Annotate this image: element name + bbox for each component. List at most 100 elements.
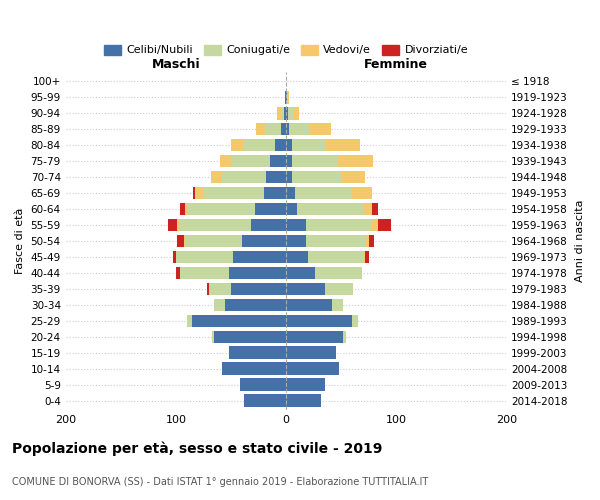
Bar (242, 234, 286, 247)
Bar (207, 282, 209, 295)
Bar (363, 250, 365, 263)
Bar (286, 330, 343, 343)
Bar (352, 314, 358, 327)
Bar (287, 91, 288, 104)
Bar (185, 203, 187, 215)
Bar (315, 266, 361, 279)
Bar (209, 282, 231, 295)
Bar (244, 139, 275, 151)
Bar (292, 155, 338, 168)
Bar (214, 298, 226, 311)
Bar (179, 219, 251, 231)
Bar (292, 171, 341, 183)
Bar (338, 155, 373, 168)
Bar (286, 346, 335, 359)
Bar (286, 91, 287, 104)
Bar (372, 203, 377, 215)
Bar (372, 219, 377, 231)
Bar (168, 219, 177, 231)
Bar (220, 155, 231, 168)
Bar (365, 250, 369, 263)
Bar (212, 330, 214, 343)
Bar (193, 314, 286, 327)
Bar (286, 219, 306, 231)
Bar (244, 394, 286, 407)
Bar (377, 219, 391, 231)
Bar (184, 234, 185, 247)
Bar (341, 171, 365, 183)
Bar (286, 250, 308, 263)
Bar (233, 250, 286, 263)
Bar (185, 234, 242, 247)
Bar (367, 234, 369, 247)
Bar (193, 187, 194, 200)
Bar (231, 139, 244, 151)
Bar (286, 314, 352, 327)
Bar (325, 282, 353, 295)
Bar (286, 362, 339, 375)
Bar (226, 298, 286, 311)
Text: Popolazione per età, sesso e stato civile - 2019: Popolazione per età, sesso e stato civil… (12, 441, 382, 456)
Bar (286, 282, 325, 295)
Y-axis label: Fasce di età: Fasce di età (15, 208, 25, 274)
Bar (295, 187, 352, 200)
Bar (269, 155, 286, 168)
Bar (363, 203, 372, 215)
Bar (286, 155, 292, 168)
Bar (180, 203, 185, 215)
Bar (187, 203, 255, 215)
Text: Femmine: Femmine (364, 58, 428, 71)
Bar (325, 139, 360, 151)
Bar (306, 219, 372, 231)
Bar (281, 123, 286, 136)
Bar (352, 187, 372, 200)
Bar (286, 123, 289, 136)
Bar (294, 107, 299, 120)
Bar (284, 107, 286, 120)
Bar (203, 187, 264, 200)
Bar (288, 107, 294, 120)
Bar (240, 378, 286, 391)
Bar (222, 171, 266, 183)
Text: COMUNE DI BONORVA (SS) - Dati ISTAT 1° gennaio 2019 - Elaborazione TUTTITALIA.IT: COMUNE DI BONORVA (SS) - Dati ISTAT 1° g… (12, 477, 428, 487)
Bar (306, 234, 367, 247)
Bar (173, 250, 176, 263)
Bar (286, 139, 292, 151)
Bar (286, 266, 315, 279)
Y-axis label: Anni di nascita: Anni di nascita (575, 200, 585, 282)
Bar (187, 314, 193, 327)
Bar (292, 139, 325, 151)
Bar (343, 330, 346, 343)
Bar (332, 298, 343, 311)
Text: Maschi: Maschi (152, 58, 200, 71)
Bar (177, 219, 179, 231)
Bar (231, 155, 269, 168)
Bar (286, 234, 306, 247)
Bar (251, 219, 286, 231)
Bar (286, 107, 288, 120)
Bar (288, 91, 289, 104)
Bar (281, 107, 284, 120)
Bar (265, 123, 281, 136)
Bar (229, 346, 286, 359)
Bar (256, 123, 265, 136)
Bar (289, 123, 309, 136)
Bar (214, 330, 286, 343)
Bar (222, 362, 286, 375)
Bar (255, 203, 286, 215)
Bar (309, 123, 331, 136)
Bar (286, 187, 295, 200)
Bar (177, 234, 184, 247)
Bar (285, 91, 286, 104)
Bar (264, 187, 286, 200)
Bar (369, 234, 374, 247)
Bar (286, 171, 292, 183)
Bar (266, 171, 286, 183)
Bar (286, 394, 322, 407)
Bar (231, 282, 286, 295)
Bar (308, 250, 363, 263)
Bar (194, 187, 203, 200)
Legend: Celibi/Nubili, Coniugati/e, Vedovi/e, Divorziati/e: Celibi/Nubili, Coniugati/e, Vedovi/e, Di… (100, 40, 473, 60)
Bar (211, 171, 222, 183)
Bar (286, 203, 297, 215)
